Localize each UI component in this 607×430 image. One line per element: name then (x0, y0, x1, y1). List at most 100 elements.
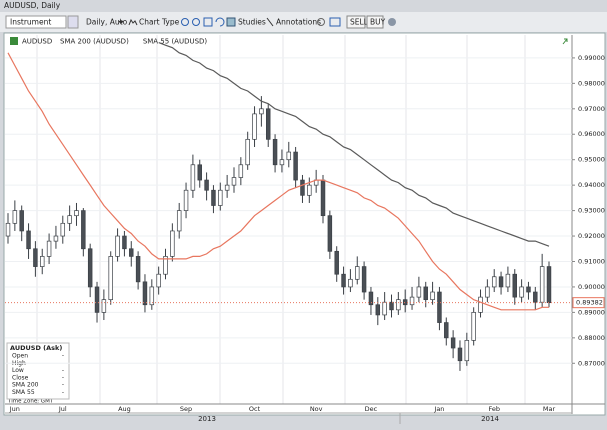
window-title: AUDUSD, Daily (4, 1, 61, 10)
sell-button[interactable] (346, 15, 366, 29)
expand-icon[interactable] (562, 38, 568, 45)
studies-icon (226, 17, 236, 27)
candle-body (142, 281, 148, 306)
chart-type-menu[interactable]: Chart Type (139, 18, 180, 27)
candle-body (485, 286, 490, 298)
zoom-box[interactable] (203, 17, 213, 27)
candle-body (74, 210, 79, 217)
buy-button[interactable] (366, 15, 384, 29)
reset-icon[interactable] (215, 17, 225, 27)
candle-body (293, 151, 298, 181)
candle-body (272, 138, 278, 166)
candle-body (389, 301, 394, 311)
candle-body (491, 276, 497, 288)
candle-body (546, 266, 552, 304)
candle-body (334, 250, 339, 275)
zoom-in[interactable] (181, 18, 189, 26)
candle-body (108, 256, 113, 301)
year-label: 2013 (198, 415, 216, 423)
candle-body (190, 164, 196, 191)
candle-body (211, 189, 216, 206)
buy-label[interactable]: BUY (370, 18, 386, 27)
candle-body (204, 179, 209, 191)
candle-body (245, 138, 250, 166)
candle-body (444, 322, 449, 339)
candle-body (478, 296, 483, 313)
candle-body (539, 266, 545, 303)
candle-body (40, 256, 45, 267)
candle-body (382, 301, 387, 316)
candle-body (265, 108, 271, 140)
y-tick-label: 0.89000 (578, 308, 605, 316)
candle-body (402, 299, 408, 306)
y-tick-label: 0.92000 (578, 232, 605, 240)
candle-body (457, 347, 463, 362)
x-tick-label: Nov (310, 405, 323, 413)
toolbar-bg (0, 12, 607, 32)
candle-body (505, 273, 511, 288)
x-tick-label: Aug (118, 405, 131, 413)
candle-body (430, 291, 435, 301)
candle-body (19, 210, 24, 232)
dropdown-arrow (118, 21, 124, 24)
candle-body (375, 304, 381, 316)
candle-body (416, 286, 422, 298)
candle-body (286, 151, 292, 161)
candle-body (396, 299, 401, 311)
candle-body (176, 210, 182, 232)
info-title: AUDUSD (Ask) (10, 344, 62, 352)
candle-body (450, 337, 456, 349)
candle-body (341, 273, 346, 288)
annotations-menu[interactable]: Annotations (276, 18, 321, 27)
order-icon[interactable] (329, 17, 341, 27)
legend-entry: SMA 55 (AUDUSD) (143, 38, 208, 46)
candle-body (26, 230, 31, 250)
sma-line (7, 52, 549, 311)
info-label: Open (12, 353, 28, 360)
candle-body (53, 235, 59, 242)
info-label: Low (12, 367, 24, 374)
x-tick-label: Feb (488, 405, 500, 413)
info-value: - (62, 374, 64, 381)
x-tick-label: Jul (58, 405, 67, 413)
candle-body (87, 248, 93, 288)
candle-body (300, 179, 305, 196)
sell-label[interactable]: SELL (350, 18, 369, 27)
toolbar: Instrument Daily, Auto Chart Type Studie… (0, 12, 607, 32)
candle-body (348, 278, 353, 288)
instrument-button[interactable] (67, 15, 79, 29)
legend-entry: SMA 200 (AUDUSD) (60, 38, 129, 46)
candle-body (218, 189, 223, 206)
candle-body (183, 189, 189, 211)
candle-body (327, 215, 333, 252)
candle-body (60, 222, 66, 237)
candle-body (471, 312, 476, 341)
candle-body (512, 273, 517, 298)
info-panel-bg (6, 342, 70, 400)
candle-body (307, 184, 312, 196)
info-value: - (62, 353, 64, 360)
candle-body (498, 276, 504, 288)
candle-body (163, 256, 168, 275)
info-value: - (62, 389, 64, 396)
chart-type-icon (128, 18, 138, 26)
instrument-box[interactable] (5, 15, 67, 29)
info-label: Close (12, 374, 29, 381)
candle-body (122, 235, 127, 250)
erase-icon[interactable] (317, 18, 325, 26)
y-tick-label: 0.99000 (578, 54, 605, 62)
candle-body (238, 164, 244, 178)
candle-body (81, 210, 86, 250)
zoom-out[interactable] (192, 18, 200, 26)
candle-body (423, 286, 428, 301)
instrument-input[interactable]: Instrument (10, 18, 51, 27)
candle-body (252, 113, 257, 140)
settings-icon[interactable] (388, 18, 396, 26)
candle-body (46, 240, 52, 257)
candle-body (12, 210, 18, 224)
studies-menu[interactable]: Studies (238, 18, 266, 27)
candle-body (519, 286, 524, 298)
candle-body (156, 273, 161, 288)
interval-menu[interactable]: Daily, Auto (86, 18, 128, 27)
candle-body (149, 286, 155, 306)
